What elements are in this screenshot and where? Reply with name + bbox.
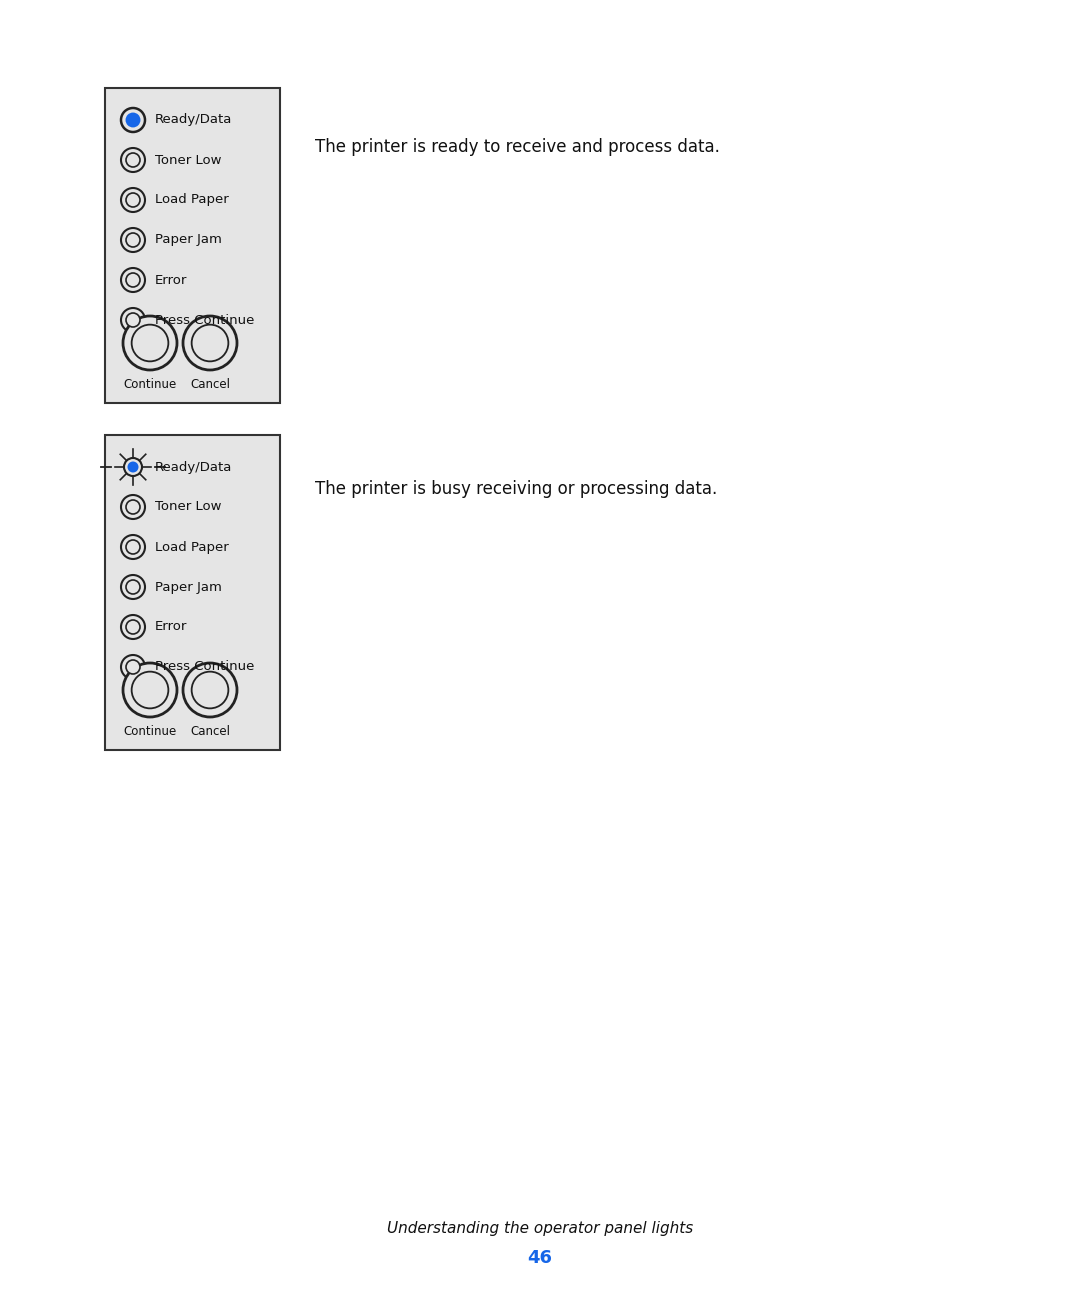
Circle shape xyxy=(126,233,140,248)
Circle shape xyxy=(121,268,145,292)
Circle shape xyxy=(121,535,145,559)
Text: The printer is ready to receive and process data.: The printer is ready to receive and proc… xyxy=(315,137,720,156)
Circle shape xyxy=(126,153,140,167)
Text: Toner Low: Toner Low xyxy=(156,153,221,166)
Circle shape xyxy=(126,660,140,674)
Circle shape xyxy=(183,664,237,717)
Circle shape xyxy=(126,619,140,634)
Text: Ready/Data: Ready/Data xyxy=(156,114,232,127)
Circle shape xyxy=(127,461,138,473)
Text: Cancel: Cancel xyxy=(190,378,230,391)
Bar xyxy=(105,435,280,750)
Text: Load Paper: Load Paper xyxy=(156,540,229,553)
Bar xyxy=(105,88,280,403)
Circle shape xyxy=(132,324,168,362)
Circle shape xyxy=(121,228,145,251)
Circle shape xyxy=(121,148,145,172)
Circle shape xyxy=(132,671,168,709)
Text: Cancel: Cancel xyxy=(190,724,230,737)
Circle shape xyxy=(126,273,140,286)
Text: Toner Low: Toner Low xyxy=(156,500,221,513)
Circle shape xyxy=(126,540,140,553)
Circle shape xyxy=(121,308,145,332)
Circle shape xyxy=(121,495,145,518)
Circle shape xyxy=(126,193,140,207)
Circle shape xyxy=(126,314,140,327)
Circle shape xyxy=(191,324,228,362)
Text: Ready/Data: Ready/Data xyxy=(156,460,232,473)
Text: Continue: Continue xyxy=(123,724,177,737)
Circle shape xyxy=(183,316,237,369)
Circle shape xyxy=(123,664,177,717)
Text: Continue: Continue xyxy=(123,378,177,391)
Text: Press Continue: Press Continue xyxy=(156,314,255,327)
Circle shape xyxy=(121,188,145,213)
Circle shape xyxy=(125,113,140,127)
Circle shape xyxy=(123,316,177,369)
Text: Error: Error xyxy=(156,273,187,286)
Circle shape xyxy=(121,108,145,132)
Circle shape xyxy=(121,616,145,639)
Circle shape xyxy=(124,457,141,476)
Text: Paper Jam: Paper Jam xyxy=(156,233,221,246)
Text: The printer is busy receiving or processing data.: The printer is busy receiving or process… xyxy=(315,480,717,498)
Text: Error: Error xyxy=(156,621,187,634)
Text: Understanding the operator panel lights: Understanding the operator panel lights xyxy=(387,1221,693,1235)
Circle shape xyxy=(121,654,145,679)
Circle shape xyxy=(121,575,145,599)
Circle shape xyxy=(126,581,140,594)
Text: 46: 46 xyxy=(527,1249,553,1267)
Circle shape xyxy=(126,500,140,515)
Text: Paper Jam: Paper Jam xyxy=(156,581,221,594)
Circle shape xyxy=(191,671,228,709)
Text: Load Paper: Load Paper xyxy=(156,193,229,206)
Text: Press Continue: Press Continue xyxy=(156,661,255,674)
